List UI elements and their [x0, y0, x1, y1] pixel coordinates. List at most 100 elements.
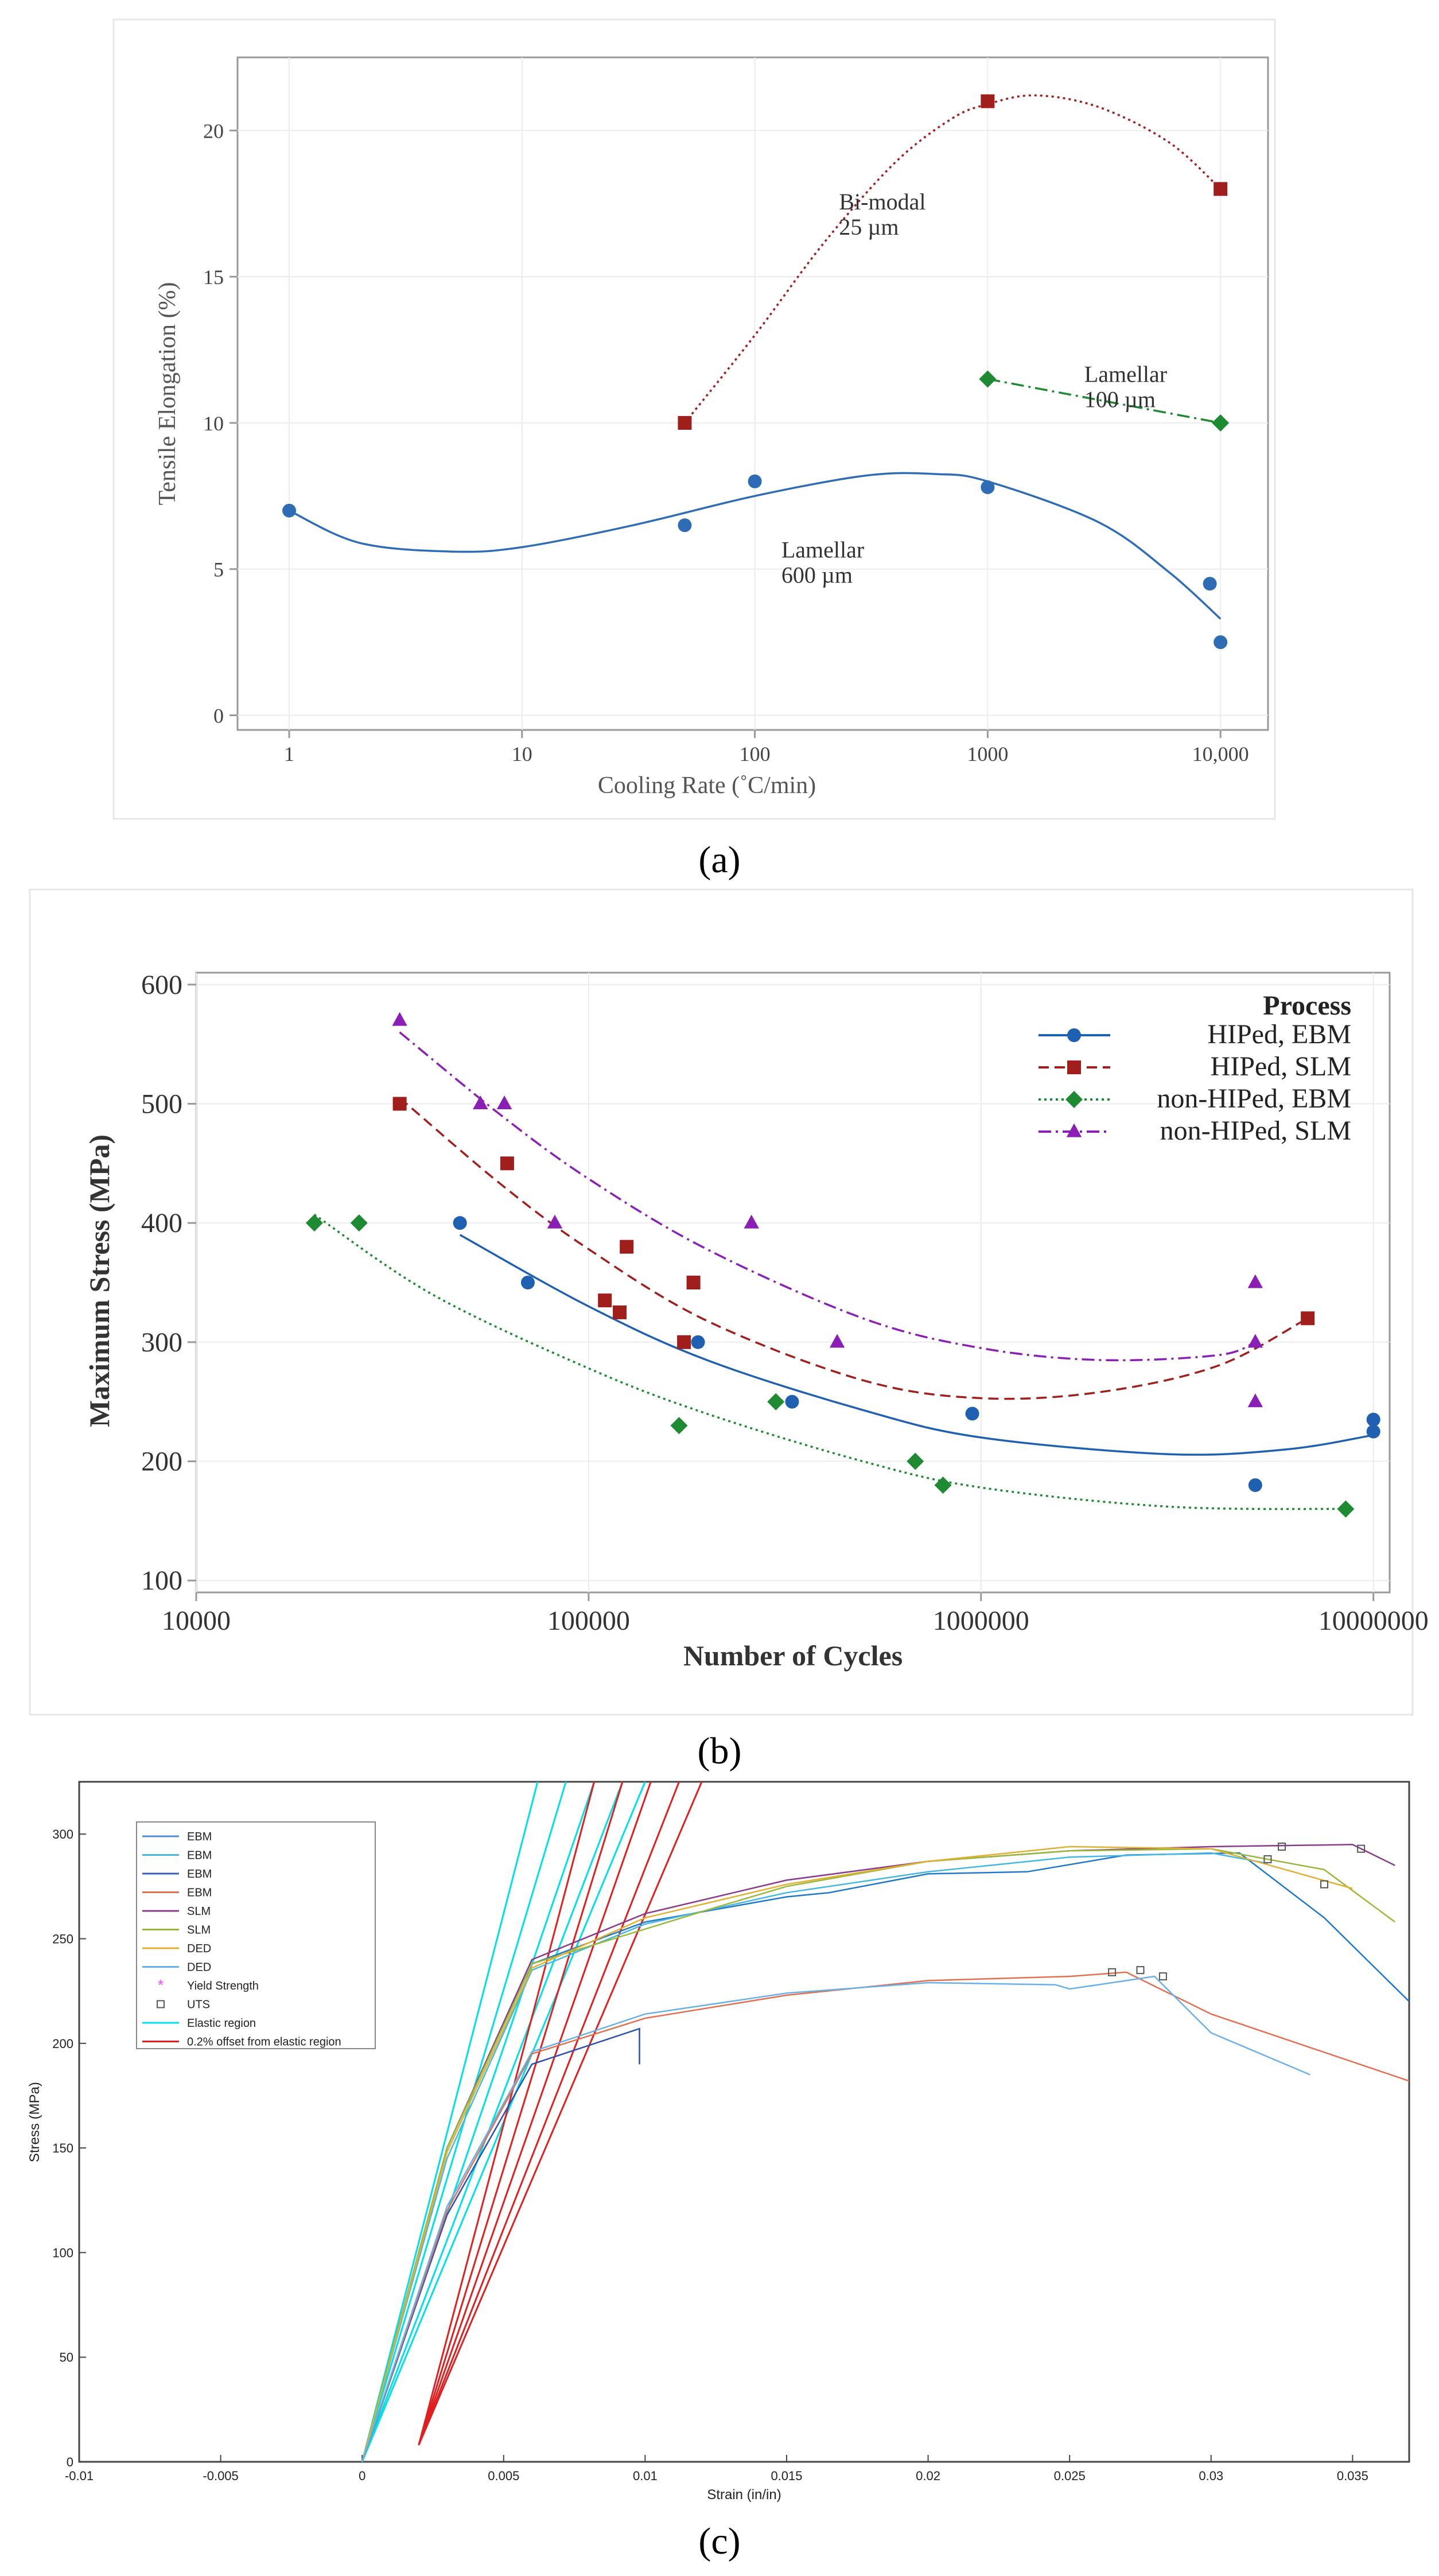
- panel-c-x-tick-label: 0.005: [488, 2469, 519, 2483]
- panel-c-offset-line: [418, 1781, 703, 2446]
- panel-b-data-point: [598, 1293, 612, 1308]
- panel-a-grid: [238, 57, 1268, 730]
- panel-c-legend-label: EBM: [187, 1831, 212, 1843]
- panel-a-x-tick-label: 10,000: [1192, 743, 1249, 766]
- panel-a-data-point: [1203, 577, 1217, 591]
- panel-c-stress-strain-curve: [361, 1975, 1310, 2462]
- panel-c-uts-marker: [1263, 1855, 1272, 1863]
- panel-c-y-tick-label: 0: [67, 2455, 73, 2469]
- panel-a-x-axis-label: Cooling Rate (˚C/min): [598, 772, 816, 799]
- panel-b-x-tick-label: 1000000: [933, 1606, 1029, 1636]
- panel-a-annotation: 25 µm: [839, 214, 899, 240]
- panel-c-y-ticks: 0 50 100 150 200 250 300: [52, 1827, 86, 2469]
- panel-c-y-tick-label: 150: [52, 2141, 73, 2155]
- panel-b-legend-marker: [1067, 1028, 1081, 1042]
- panel-c-legend-label: SLM: [187, 1905, 211, 1918]
- panel-c-x-tick-label: 0.025: [1054, 2469, 1086, 2483]
- panel-b-data-point: [686, 1276, 701, 1289]
- panel-c-x-tick-label: -0.005: [203, 2469, 238, 2483]
- panel-b: 10000 100000 1000000 10000000 100 200 300 400 5…: [29, 888, 1429, 1772]
- panel-c-legend-label: DED: [187, 1942, 211, 1955]
- panel-c-x-tick-label: 0: [359, 2469, 365, 2483]
- panel-a-annotation: 600 µm: [781, 562, 853, 588]
- panel-a-series-line: [987, 378, 1221, 424]
- panel-b-data-point: [1247, 1274, 1263, 1288]
- panel-b-data-point: [500, 1156, 514, 1171]
- panel-b-data-point: [547, 1214, 563, 1229]
- panel-a-data-point: [678, 518, 692, 533]
- panel-b-legend-label: non-HIPed, EBM: [1157, 1083, 1351, 1114]
- panel-b-data-point: [767, 1393, 785, 1411]
- panel-b-y-tick-label: 400: [141, 1208, 182, 1238]
- panel-a-y-tick-label: 15: [203, 266, 224, 289]
- panel-b-x-tick-label: 10000: [162, 1606, 231, 1636]
- panel-a-x-tick-label: 10: [512, 743, 532, 766]
- panel-c-label: (c): [698, 2520, 740, 2562]
- panel-c-offset-line: [418, 1781, 624, 2446]
- panel-b-data-point: [392, 1012, 407, 1026]
- panel-c-legend-label: EBM: [187, 1850, 212, 1862]
- panel-b-series-line: [313, 1214, 1346, 1510]
- panel-a-plot-area: [236, 56, 1269, 731]
- panel-b-data-point: [1247, 1393, 1263, 1408]
- panel-b-y-tick-label: 300: [141, 1327, 182, 1358]
- panel-c-legend-square-icon: [157, 2000, 165, 2008]
- panel-c-offset-line: [418, 1781, 652, 2446]
- panel-c-x-ticks: -0.01 -0.005 0 0.005 0.01 0.015 0.02 0.025 0.03 0…: [65, 2455, 1368, 2483]
- panel-a-label: (a): [698, 839, 740, 881]
- panel-b-y-tick-label: 100: [141, 1565, 182, 1596]
- panel-b-legend-label: HIPed, EBM: [1207, 1019, 1351, 1050]
- panel-c-uts-marker: [1320, 1880, 1329, 1889]
- panel-a-series: [282, 94, 1230, 650]
- panel-c-y-tick-label: 250: [52, 1932, 73, 1946]
- panel-b-data-point: [613, 1305, 627, 1319]
- panel-b-data-point: [520, 1276, 535, 1289]
- panel-c-legend-label: UTS: [187, 1999, 210, 2011]
- panel-a-series-line: [684, 94, 1222, 424]
- panel-c-y-axis-label: Stress (MPa): [27, 2082, 42, 2162]
- panel-b-data-point: [907, 1452, 924, 1470]
- panel-c-legend-label: 0.2% offset from elastic region: [187, 2036, 341, 2049]
- panel-b-x-tick-label: 100000: [547, 1606, 630, 1636]
- panel-a-y-ticks: 0 5 10 15 20: [203, 119, 238, 728]
- panel-a-x-ticks: 1 10 100 1000 10,000: [284, 730, 1249, 766]
- panel-c-offset-line: [418, 1781, 680, 2446]
- panel-b-data-point: [392, 1097, 407, 1111]
- panel-c-x-tick-label: 0.035: [1337, 2469, 1368, 2483]
- panel-c-x-axis-label: Strain (in/in): [707, 2487, 781, 2503]
- panel-a-data-point: [678, 415, 692, 430]
- panel-b-y-tick-label: 500: [141, 1089, 182, 1119]
- panel-a-data-point: [748, 474, 762, 488]
- panel-a-x-tick-label: 100: [740, 743, 771, 766]
- panel-b-x-tick-label: 10000000: [1319, 1606, 1429, 1636]
- panel-b-data-point: [744, 1214, 759, 1229]
- panel-c-uts-marker: [1108, 1968, 1117, 1976]
- panel-c-uts-marker: [1136, 1966, 1145, 1975]
- panel-c-series: [361, 1781, 1410, 2462]
- panel-a-frame: [112, 18, 1276, 820]
- panel-c-legend-star-icon: *: [158, 1976, 164, 1994]
- panel-c-x-tick-label: 0.02: [916, 2469, 940, 2483]
- panel-a-data-point: [1214, 635, 1228, 650]
- panel-c-elastic-line: [361, 1781, 624, 2462]
- panel-c-legend-label: DED: [187, 1961, 211, 1974]
- panel-c-x-tick-label: 0.03: [1199, 2469, 1223, 2483]
- panel-c-legend-box: [136, 1821, 376, 2049]
- panel-b-frame: [29, 888, 1414, 1716]
- panel-c-legend-label: Yield Strength: [187, 1980, 259, 1992]
- panel-a-annotation: 100 µm: [1084, 387, 1156, 413]
- panel-b-data-point: [829, 1334, 845, 1348]
- panel-b-data-point: [1366, 1424, 1380, 1439]
- panel-c-y-tick-label: 200: [52, 2037, 73, 2051]
- panel-b-label: (b): [698, 1730, 742, 1772]
- panel-b-data-point: [350, 1214, 368, 1232]
- panel-a-annotation: Lamellar: [1084, 362, 1167, 387]
- panel-c-legend: EBM EBM EBM EBM SLM SLM DED DED * Yield Strength U…: [136, 1821, 376, 2049]
- panel-b-series: [305, 1012, 1380, 1518]
- panel-b-data-point: [473, 1095, 488, 1110]
- panel-b-data-point: [1247, 1334, 1263, 1348]
- panel-a-data-point: [981, 480, 995, 495]
- panel-a-y-tick-label: 20: [203, 119, 224, 142]
- panel-b-y-axis-label: Maximum Stress (MPa): [83, 1134, 115, 1427]
